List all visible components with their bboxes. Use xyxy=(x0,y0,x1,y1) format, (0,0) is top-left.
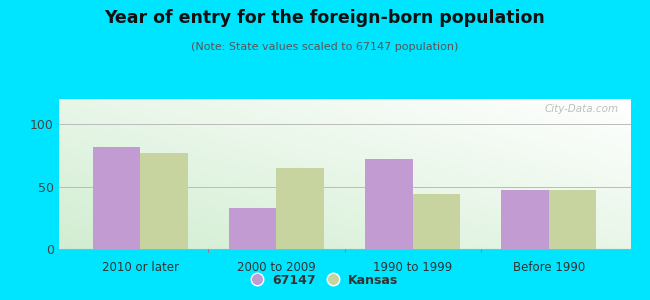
Legend: 67147, Kansas: 67147, Kansas xyxy=(248,270,402,291)
Text: 2000 to 2009: 2000 to 2009 xyxy=(237,261,316,274)
Bar xyxy=(365,159,413,249)
Bar xyxy=(92,146,140,249)
Bar xyxy=(549,190,597,249)
Text: 1990 to 1999: 1990 to 1999 xyxy=(373,261,452,274)
Text: City-Data.com: City-Data.com xyxy=(545,103,619,113)
Bar xyxy=(276,168,324,249)
Bar xyxy=(413,194,460,249)
Bar xyxy=(229,208,276,249)
Bar xyxy=(140,153,188,249)
Text: 2010 or later: 2010 or later xyxy=(101,261,179,274)
Bar xyxy=(501,190,549,249)
Text: (Note: State values scaled to 67147 population): (Note: State values scaled to 67147 popu… xyxy=(191,42,459,52)
Text: Before 1990: Before 1990 xyxy=(513,261,585,274)
Text: Year of entry for the foreign-born population: Year of entry for the foreign-born popul… xyxy=(105,9,545,27)
